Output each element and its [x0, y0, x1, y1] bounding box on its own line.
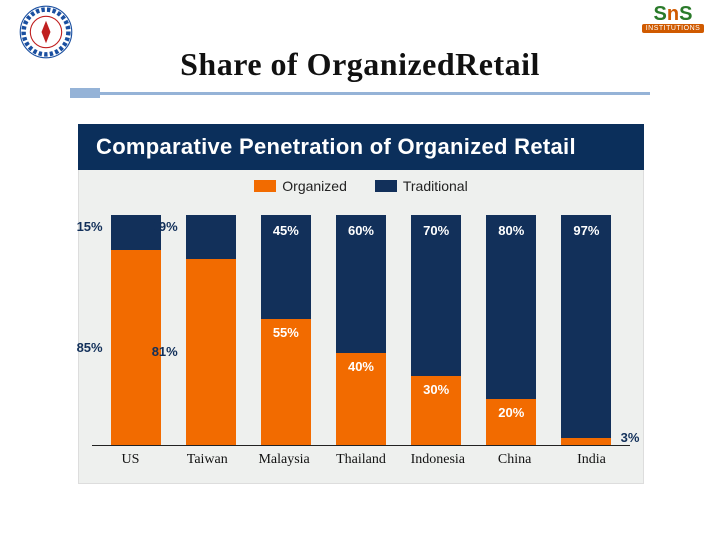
- sns-s2: S: [679, 3, 692, 25]
- bar-label-organized: 85%: [77, 340, 103, 355]
- title-rule-line: [70, 92, 650, 95]
- bar-label-traditional: 97%: [573, 223, 599, 238]
- bar-label-organized: 55%: [273, 325, 299, 340]
- bar-label-organized: 40%: [348, 359, 374, 374]
- bar-china: 80% 20%: [486, 198, 536, 445]
- bar-seg-traditional: 97%: [561, 215, 611, 438]
- bar-malaysia: 45% 55%: [261, 198, 311, 445]
- x-label: Thailand: [331, 452, 391, 468]
- bar-india: 97% 3%: [561, 198, 611, 445]
- bar-label-traditional: 80%: [498, 223, 524, 238]
- bar-label-organized: 30%: [423, 382, 449, 397]
- chart-legend: Organized Traditional: [78, 170, 644, 198]
- legend-item-organized: Organized: [254, 178, 347, 194]
- legend-label-organized: Organized: [282, 178, 347, 194]
- bar-seg-traditional: 80%: [486, 215, 536, 399]
- x-label: Malaysia: [254, 452, 314, 468]
- bar-thailand: 60% 40%: [336, 198, 386, 445]
- bar-seg-organized: 30%: [411, 376, 461, 445]
- chart-plot-area: 15%85%19%81%45%55%60%40%70%30%80%20%97%3…: [92, 198, 630, 446]
- bar-seg-traditional: 45%: [261, 215, 311, 319]
- bar-seg-organized: 55%: [261, 319, 311, 446]
- bar-label-organized: 3%: [621, 430, 640, 445]
- x-label: China: [485, 452, 545, 468]
- bar-seg-traditional: 19%: [186, 215, 236, 259]
- bar-label-traditional: 19%: [152, 219, 178, 234]
- x-label: US: [100, 452, 160, 468]
- sns-s1: S: [654, 3, 667, 25]
- sns-subtext: INSTITUTIONS: [642, 24, 705, 33]
- x-label: India: [561, 452, 621, 468]
- bar-seg-organized: 81%: [186, 259, 236, 445]
- chart-x-axis-labels: US Taiwan Malaysia Thailand Indonesia China In…: [92, 452, 630, 468]
- bar-label-organized: 81%: [152, 344, 178, 359]
- bar-seg-organized: 3%: [561, 438, 611, 445]
- title-underline: [70, 88, 650, 108]
- slide-title-block: Share of OrganizedRetail: [0, 46, 720, 83]
- bar-label-traditional: 70%: [423, 223, 449, 238]
- penetration-chart: Comparative Penetration of Organized Ret…: [78, 124, 644, 484]
- bar-seg-traditional: 70%: [411, 215, 461, 376]
- page-title: Share of OrganizedRetail: [0, 46, 720, 83]
- x-label: Indonesia: [408, 452, 468, 468]
- chart-header-bar: Comparative Penetration of Organized Ret…: [78, 124, 644, 170]
- bar-label-traditional: 15%: [77, 219, 103, 234]
- bar-us: 15%85%: [111, 198, 161, 445]
- bar-label-organized: 20%: [498, 405, 524, 420]
- sns-institutions-logo: SnS INSTITUTIONS: [638, 4, 708, 40]
- bar-seg-organized: 40%: [336, 353, 386, 445]
- bar-label-traditional: 60%: [348, 223, 374, 238]
- bar-label-traditional: 45%: [273, 223, 299, 238]
- legend-item-traditional: Traditional: [375, 178, 468, 194]
- sns-n: n: [667, 3, 679, 25]
- x-label: Taiwan: [177, 452, 237, 468]
- legend-swatch-traditional: [375, 180, 397, 192]
- bar-taiwan: 19%81%: [186, 198, 236, 445]
- sns-logo-text: SnS: [654, 4, 693, 24]
- bar-seg-traditional: 60%: [336, 215, 386, 353]
- legend-label-traditional: Traditional: [403, 178, 468, 194]
- chart-title: Comparative Penetration of Organized Ret…: [96, 134, 576, 160]
- bar-seg-organized: 20%: [486, 399, 536, 445]
- bar-indonesia: 70% 30%: [411, 198, 461, 445]
- legend-swatch-organized: [254, 180, 276, 192]
